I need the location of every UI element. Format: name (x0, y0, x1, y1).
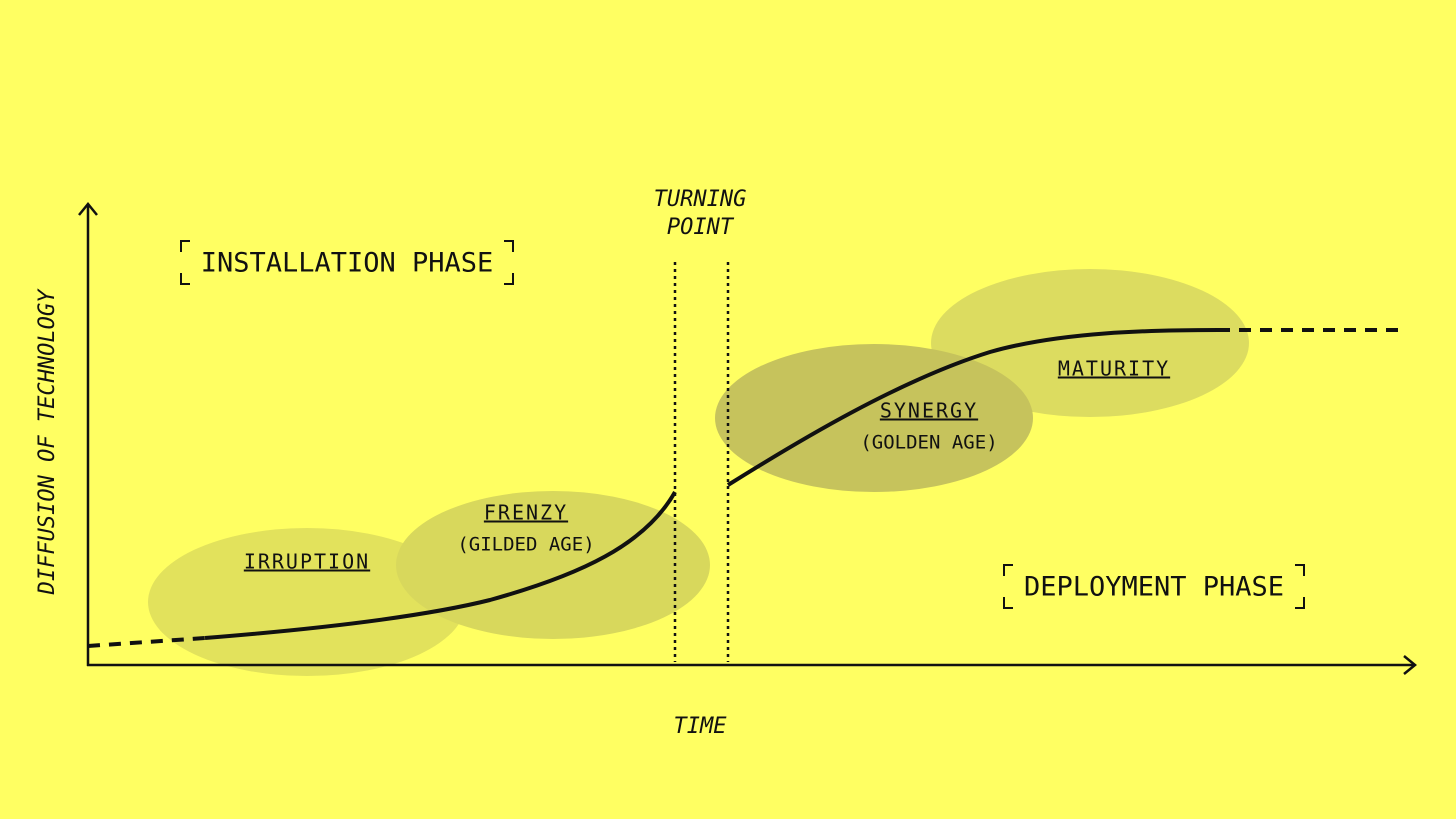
stage-name: MATURITY (1058, 357, 1170, 381)
maturity-blob (931, 269, 1249, 417)
y-axis-label: DIFFUSION OF TECHNOLOGY (35, 288, 60, 595)
curve-installation (204, 491, 677, 640)
stage-subtitle: (GILDED AGE) (457, 534, 594, 556)
turning-point-label: POINT (667, 215, 735, 240)
stage-name: SYNERGY (880, 399, 978, 423)
stage-subtitle: (GOLDEN AGE) (860, 432, 997, 454)
y-arrow (78, 202, 98, 216)
synergy-blob (715, 344, 1033, 492)
phase-label: INSTALLATION PHASE (201, 248, 494, 279)
curve-deployment (726, 328, 1219, 487)
x-arrow (1403, 655, 1417, 675)
phase-label: DEPLOYMENT PHASE (1024, 572, 1284, 603)
phase-bracket (1003, 564, 1305, 609)
phase-bracket (180, 240, 514, 285)
turning-point-label: TURNING (654, 187, 747, 212)
stage-name: FRENZY (484, 501, 568, 525)
x-axis-label: TIME (674, 714, 728, 739)
stage-name: IRRUPTION (244, 550, 370, 574)
irruption-blob (148, 528, 466, 676)
